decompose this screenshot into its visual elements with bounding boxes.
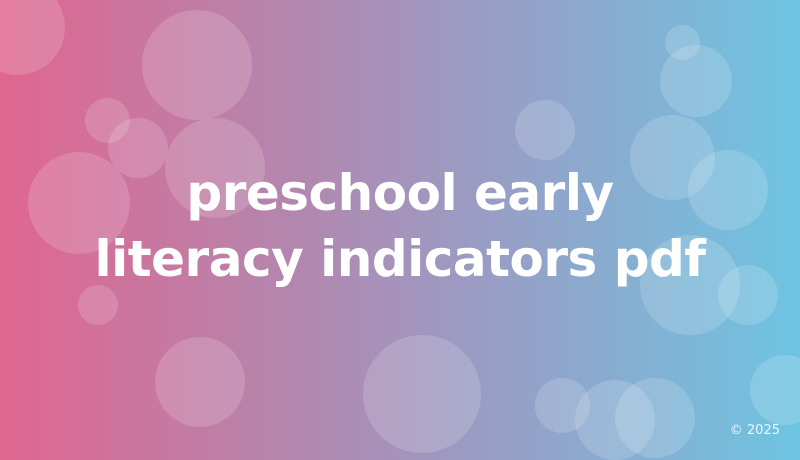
bokeh-circle (515, 100, 575, 160)
bokeh-circle (165, 118, 265, 218)
bokeh-circle (688, 150, 768, 230)
bokeh-circle (0, 0, 65, 75)
bokeh-circle (85, 98, 130, 143)
bokeh-circle (78, 285, 118, 325)
bokeh-circle (640, 235, 740, 335)
bokeh-circle (363, 335, 481, 453)
bokeh-circle (155, 337, 245, 427)
bokeh-circle (665, 25, 700, 60)
bokeh-circle (750, 355, 800, 425)
bokeh-circle (142, 10, 252, 120)
bokeh-circle (108, 118, 168, 178)
bokeh-circle (660, 45, 732, 117)
title-line: preschool early (186, 164, 614, 222)
bokeh-circle (575, 380, 655, 460)
bokeh-circle (615, 378, 695, 458)
bokeh-circle (535, 378, 590, 433)
bokeh-circle (28, 152, 130, 254)
bokeh-circle (630, 115, 715, 200)
copyright-text: © 2025 (729, 423, 780, 438)
bokeh-circle (718, 265, 778, 325)
bokeh-background (0, 0, 800, 450)
title-line: literacy indicators pdf (94, 230, 706, 288)
page-title: preschool early literacy indicators pdf (0, 160, 800, 292)
